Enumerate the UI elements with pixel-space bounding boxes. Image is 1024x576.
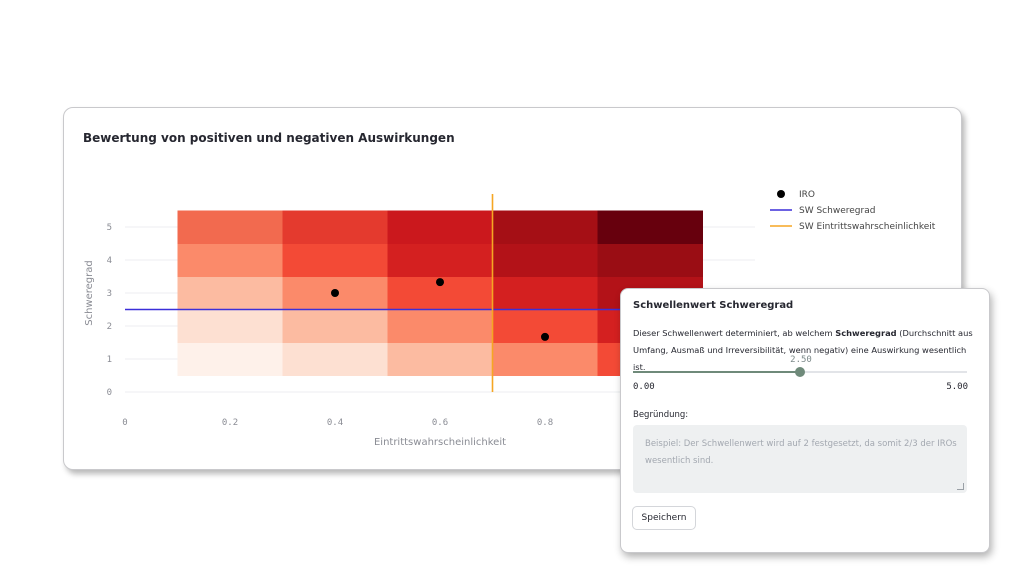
heatmap-cell [177, 309, 283, 343]
heatmap-cell [282, 210, 388, 244]
y-tick-label: 2 [107, 322, 112, 332]
x-tick-label: 0 [122, 418, 127, 428]
save-button[interactable]: Speichern [632, 506, 696, 530]
heatmap-cell [387, 342, 493, 376]
x-tick-label: 0.8 [537, 418, 553, 428]
legend-entry: SW Schweregrad [799, 206, 875, 216]
y-tick-label: 1 [107, 355, 112, 365]
iro-points [331, 278, 549, 341]
heatmap-cell [387, 210, 493, 244]
heatmap-cell [282, 243, 388, 277]
heatmap-cell [282, 342, 388, 376]
heatmap-cell [177, 243, 283, 277]
x-tick-label: 0.2 [222, 418, 238, 428]
legend-marker-iro [777, 190, 785, 198]
y-tick-label: 5 [107, 223, 112, 233]
iro-point [541, 332, 549, 341]
heatmap-cell [492, 210, 598, 244]
panel-description: Dieser Schwellenwert determiniert, ab we… [633, 325, 979, 376]
description-bold: Schweregrad [835, 328, 897, 338]
slider-fill [633, 371, 800, 373]
slider-value-label: 2.50 [790, 355, 812, 365]
description-text-end: (Durchschnitt aus Umfang, Ausmaß und Irr… [633, 328, 973, 372]
legend-entry: IRO [799, 190, 815, 200]
heatmap-cell [387, 309, 493, 343]
iro-point [331, 289, 339, 297]
y-tick-label: 4 [107, 256, 112, 266]
heatmap-cell [492, 276, 598, 310]
reason-label: Begründung: [633, 410, 689, 420]
threshold-panel: Schwellenwert Schweregrad Dieser Schwell… [620, 288, 990, 553]
slider-max-label: 5.00 [946, 382, 968, 392]
heatmap-chart: 0 0.2 0.4 0.6 0.8 0 1 2 3 4 5 Eintrittswahrscheinl… [84, 190, 936, 448]
iro-point [436, 278, 444, 287]
heatmap-cell [177, 342, 283, 376]
heatmap-cell [282, 309, 388, 343]
chart-title: Bewertung von positiven und negativen Au… [83, 131, 455, 145]
reason-textarea[interactable]: Beispiel: Der Schwellenwert wird auf 2 f… [633, 425, 967, 493]
heatmap-cell [597, 243, 703, 277]
y-tick-label: 3 [107, 289, 112, 299]
heatmap-cell [177, 210, 283, 244]
y-axis-label: Schweregrad [84, 260, 95, 326]
panel-title: Schwellenwert Schweregrad [633, 300, 794, 311]
threshold-slider[interactable] [633, 367, 967, 377]
heatmap-cell [492, 342, 598, 376]
reason-placeholder: Beispiel: Der Schwellenwert wird auf 2 f… [645, 439, 957, 466]
heatmap-cell [387, 243, 493, 277]
legend-entry: SW Eintrittswahrscheinlichkeit [799, 222, 936, 232]
slider-thumb[interactable] [795, 367, 805, 377]
heatmap-cell [177, 276, 283, 310]
resize-grip-icon[interactable] [957, 483, 964, 490]
x-tick-label: 0.4 [327, 418, 343, 428]
y-tick-label: 0 [107, 388, 112, 398]
x-axis-label: Eintrittswahrscheinlichkeit [374, 437, 506, 448]
axis-ticks: 0 0.2 0.4 0.6 0.8 0 1 2 3 4 5 [107, 223, 554, 428]
legend: IRO SW Schweregrad SW Eintrittswahrscheinl… [770, 190, 936, 232]
heatmap-cell [492, 243, 598, 277]
x-tick-label: 0.6 [432, 418, 448, 428]
description-text: Dieser Schwellenwert determiniert, ab we… [633, 328, 836, 338]
slider-min-label: 0.00 [633, 382, 655, 392]
heatmap-cell [597, 210, 703, 244]
